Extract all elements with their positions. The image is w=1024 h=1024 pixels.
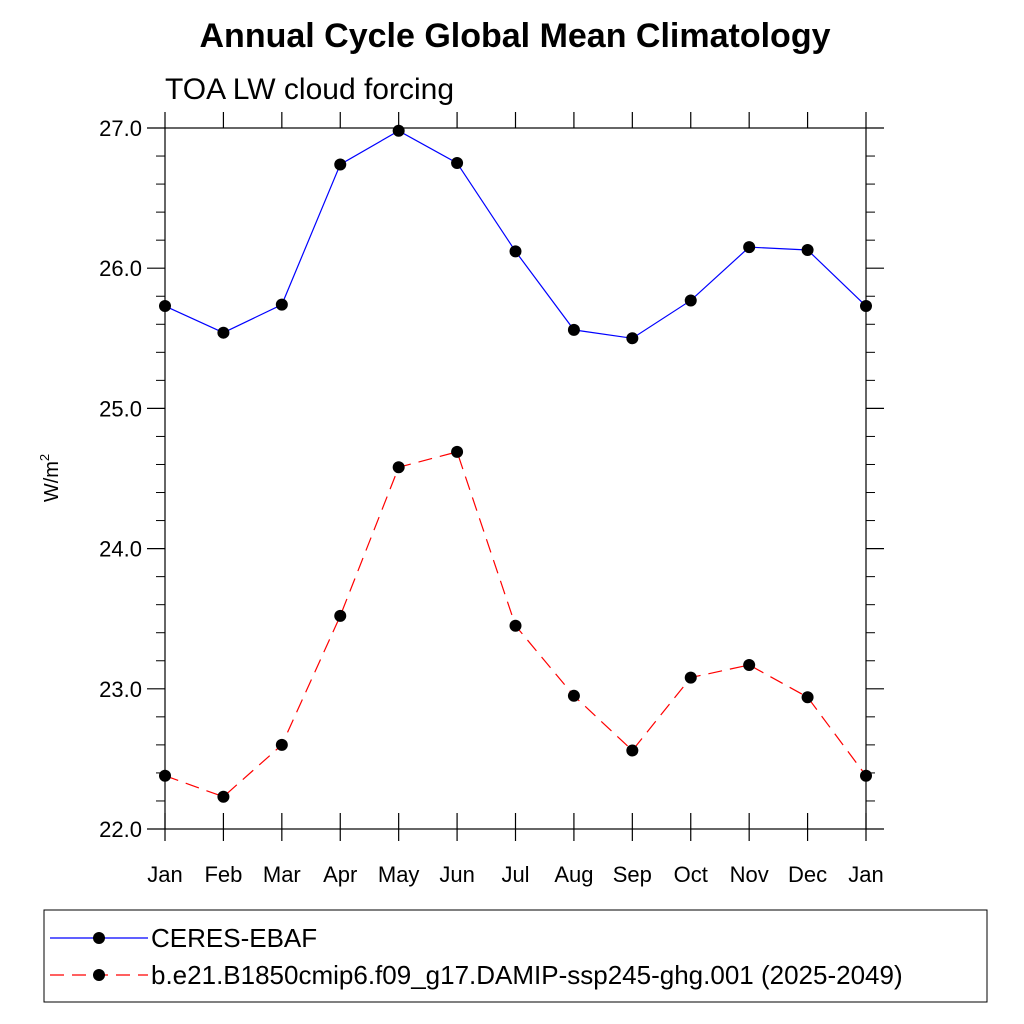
- data-point: [626, 332, 639, 345]
- x-tick-label: Aug: [554, 862, 593, 887]
- data-point: [684, 671, 697, 684]
- series-2: [159, 445, 872, 803]
- y-axis-label-text: W/m: [41, 461, 63, 502]
- legend-label: b.e21.B1850cmip6.f09_g17.DAMIP-ssp245-gh…: [151, 960, 903, 990]
- data-point: [275, 298, 288, 311]
- chart-title: Annual Cycle Global Mean Climatology: [200, 17, 831, 55]
- y-tick-label: 24.0: [99, 537, 142, 562]
- data-point: [334, 609, 347, 622]
- x-tick-label: Mar: [263, 862, 301, 887]
- series-line: [164, 130, 867, 339]
- y-tick-label: 27.0: [99, 116, 142, 141]
- x-tick-label: Jul: [501, 862, 529, 887]
- data-point: [801, 243, 814, 256]
- y-axis-label: W/m2: [37, 454, 63, 502]
- x-tick-label: Jun: [439, 862, 474, 887]
- x-tick-label: Oct: [674, 862, 708, 887]
- x-tick-label: May: [378, 862, 420, 887]
- svg-text:W/m2: W/m2: [37, 454, 63, 502]
- data-point: [159, 769, 171, 782]
- data-point: [626, 744, 639, 757]
- legend-item: CERES-EBAF: [50, 923, 317, 953]
- data-point: [860, 300, 872, 313]
- data-point: [451, 157, 464, 170]
- y-axis-label-superscript: 2: [37, 454, 52, 461]
- x-tick-label: Sep: [613, 862, 652, 887]
- legend-marker: [93, 932, 105, 944]
- x-tick-label: Jan: [848, 862, 883, 887]
- data-point: [743, 658, 756, 671]
- series-1: [159, 124, 872, 345]
- legend-marker: [93, 969, 105, 981]
- data-point: [509, 619, 522, 632]
- data-point: [217, 326, 230, 339]
- plot-area: 22.0 23.0 24.0 25.0 26.0 27.0 Jan Feb Mar Apr May J…: [99, 112, 884, 887]
- data-point: [684, 294, 697, 307]
- x-tick-label: Apr: [323, 862, 357, 887]
- data-point: [567, 323, 580, 336]
- y-tick-label: 26.0: [99, 256, 142, 281]
- data-point: [392, 461, 405, 474]
- data-point: [392, 124, 405, 137]
- x-tick-label: Dec: [788, 862, 827, 887]
- legend-label: CERES-EBAF: [151, 923, 317, 953]
- data-point: [275, 738, 288, 751]
- y-tick-label: 25.0: [99, 396, 142, 421]
- y-tick-label: 23.0: [99, 677, 142, 702]
- series-layer: [159, 124, 872, 803]
- legend-box: [43, 909, 988, 1003]
- data-point: [217, 790, 230, 803]
- data-point: [451, 445, 464, 458]
- chart-subtitle: TOA LW cloud forcing: [165, 73, 454, 106]
- x-tick-label: Nov: [730, 862, 769, 887]
- data-point: [159, 300, 171, 313]
- data-point: [801, 691, 814, 704]
- data-point: [334, 158, 347, 171]
- data-point: [509, 245, 522, 258]
- data-point: [743, 241, 756, 254]
- legend: CERES-EBAF b.e21.B1850cmip6.f09_g17.DAMIP…: [50, 923, 903, 990]
- x-tick-label: Feb: [204, 862, 242, 887]
- data-point: [860, 769, 872, 782]
- legend-item: b.e21.B1850cmip6.f09_g17.DAMIP-ssp245-gh…: [50, 960, 903, 990]
- data-point: [567, 689, 580, 702]
- plot-frame: [164, 127, 867, 830]
- y-tick-label: 22.0: [99, 817, 142, 842]
- x-tick-label: Jan: [147, 862, 182, 887]
